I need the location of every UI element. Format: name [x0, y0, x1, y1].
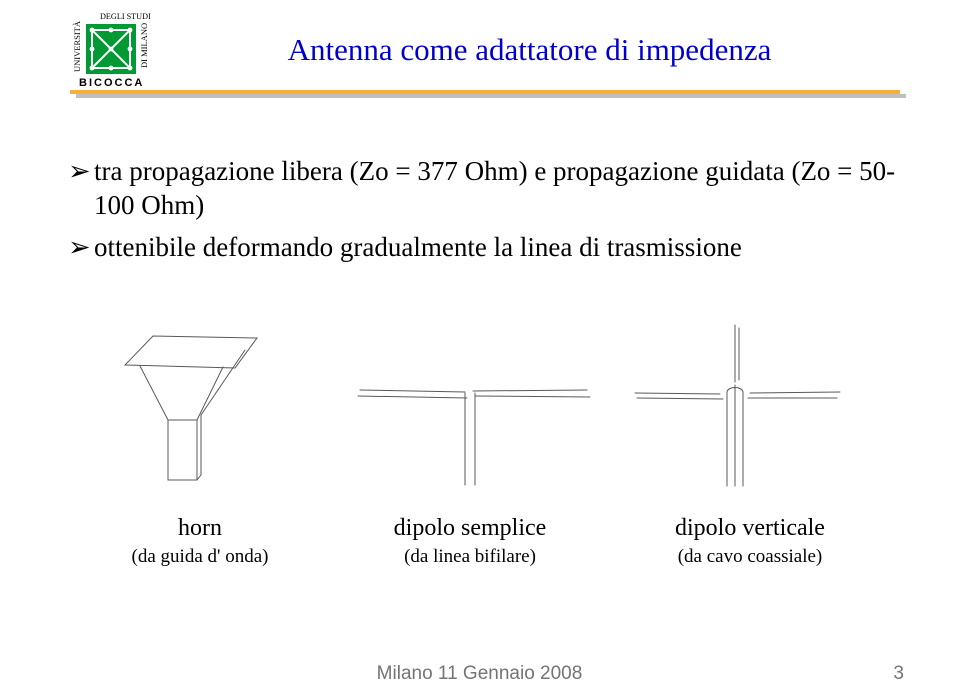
- sketch-sublabels: (da guida d' onda) (da linea bifilare) (…: [70, 546, 890, 568]
- horn-sketch: [125, 336, 257, 480]
- dipole-vertical-sketch: [635, 325, 840, 486]
- label-dipole-simple: dipolo semplice: [330, 515, 610, 542]
- bullet-text: ottenibile deformando gradualmente la li…: [94, 231, 742, 265]
- bullet-marker-icon: ➢: [68, 231, 94, 265]
- slide: DEGLI STUDI UNIVERSITÀ DI MILANO BICOCCA: [0, 0, 959, 695]
- svg-text:DEGLI STUDI: DEGLI STUDI: [100, 12, 151, 21]
- bullet-marker-icon: ➢: [68, 155, 94, 223]
- bullet-text: tra propagazione libera (Zo = 377 Ohm) e…: [94, 155, 899, 223]
- page-number: 3: [893, 663, 904, 685]
- dipole-simple-sketch: [358, 390, 590, 485]
- svg-text:DI MILANO: DI MILANO: [139, 23, 149, 68]
- bullet-item: ➢ tra propagazione libera (Zo = 377 Ohm)…: [68, 155, 899, 223]
- footer-text: Milano 11 Gennaio 2008: [0, 663, 959, 685]
- sketch-labels: horn dipolo semplice dipolo verticale: [70, 515, 890, 542]
- label-dipole-vertical: dipolo verticale: [610, 515, 890, 542]
- title-underline: [70, 86, 899, 105]
- sublabel-dipole-simple: (da linea bifilare): [330, 546, 610, 568]
- university-logo: DEGLI STUDI UNIVERSITÀ DI MILANO BICOCCA: [70, 10, 160, 93]
- slide-title: Antenna come adattatore di impedenza: [160, 32, 899, 68]
- svg-text:BICOCCA: BICOCCA: [79, 77, 144, 88]
- label-horn: horn: [70, 515, 330, 542]
- sublabel-horn: (da guida d' onda): [70, 546, 330, 568]
- bullet-item: ➢ ottenibile deformando gradualmente la …: [68, 231, 899, 265]
- bullet-list: ➢ tra propagazione libera (Zo = 377 Ohm)…: [68, 155, 899, 264]
- sublabel-dipole-vertical: (da cavo coassiale): [610, 546, 890, 568]
- svg-text:UNIVERSITÀ: UNIVERSITÀ: [72, 20, 82, 72]
- antenna-sketches: [95, 320, 855, 490]
